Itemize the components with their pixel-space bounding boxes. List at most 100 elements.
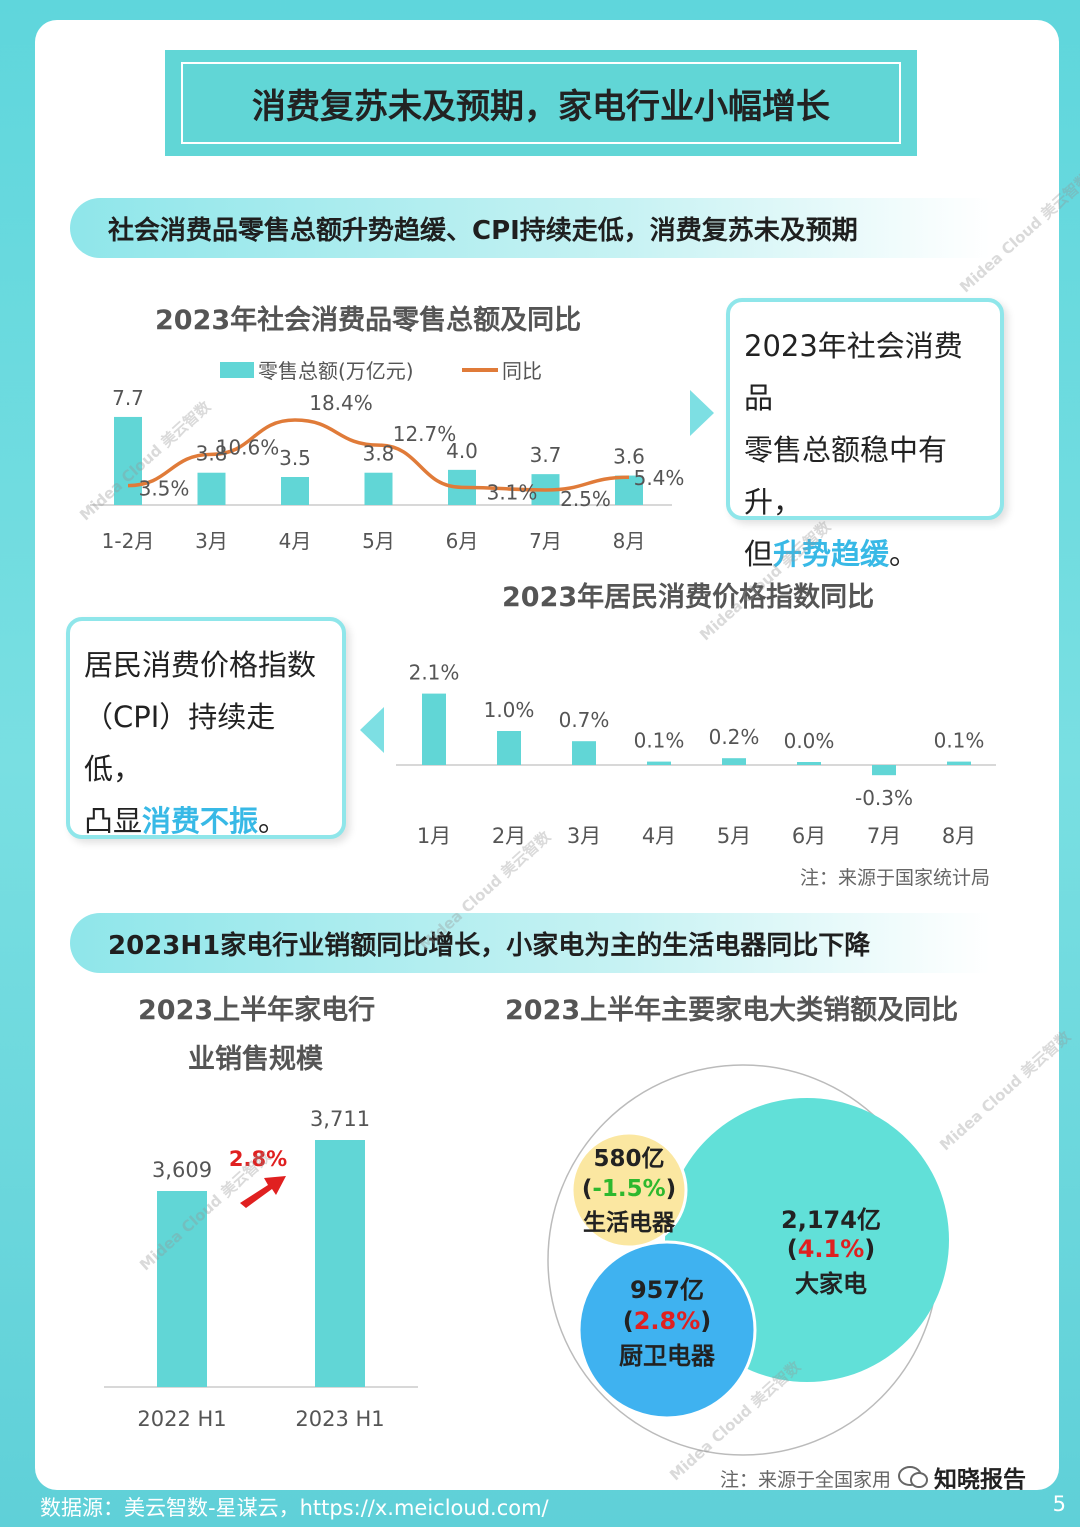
major-name: 大家电: [795, 1270, 867, 1298]
category-chart-title: 2023上半年主要家电大类销额及同比: [505, 995, 959, 1026]
kitchen-value: 957亿: [630, 1276, 704, 1304]
cpi-chart: 2.1% 1月 1.0% 2月 0.7% 3月 0.1% 4月 0.2% 5月 0.0% 6月 -0.3…: [396, 661, 996, 848]
retail-bar: [364, 472, 393, 505]
cpi-callout-highlight: 消费不振: [142, 804, 259, 838]
retail-chart: 零售总额(万亿元) 同比 7.7 1-2月 3.8 3月 3.5 4月 3.8 5月 4.0 6月…: [90, 359, 685, 553]
arrow-right-icon: [690, 390, 714, 436]
yoy-point-label: 10.6%: [216, 435, 280, 459]
growth-label: 2.8%: [229, 1147, 287, 1171]
retail-x-tick: 5月: [362, 529, 395, 553]
retail-bar-label: 3.8: [196, 442, 228, 466]
cpi-x-tick: 1月: [417, 824, 451, 848]
retail-bar: [197, 472, 226, 505]
scale-bar-label: 3,609: [152, 1158, 212, 1182]
page-number: 5: [1052, 1492, 1066, 1516]
cpi-bar-label: 0.1%: [934, 729, 985, 753]
cpi-callout-line1: 居民消费价格指数: [84, 648, 317, 682]
retail-bar: [281, 477, 309, 505]
legend-line-label: 同比: [502, 359, 542, 383]
major-yoy-value: 4.1%: [798, 1235, 865, 1263]
cpi-bar: [422, 693, 446, 765]
yoy-point-label: 3.1%: [487, 480, 538, 504]
retail-callout-line2: 零售总额稳中有升，: [744, 433, 948, 519]
category-bubble-chart: 2,174亿 (4.1%) 大家电 957亿 (2.8%) 厨卫电器 580亿 …: [547, 1064, 949, 1456]
cpi-source-note: 注：来源于国家统计局: [800, 867, 991, 889]
retail-x-tick: 7月: [529, 529, 562, 553]
cpi-x-tick: 6月: [792, 824, 826, 848]
cpi-bar-label: 1.0%: [484, 698, 535, 722]
yoy-point-label: 18.4%: [309, 391, 373, 415]
cpi-bar-label: 0.0%: [784, 729, 835, 753]
cpi-bar: [497, 731, 521, 765]
bubble-kitchen-bath: [577, 1240, 757, 1420]
cpi-x-tick: 7月: [867, 824, 901, 848]
cpi-callout-post: 。: [258, 804, 288, 838]
small-yoy: (-1.5%): [582, 1176, 676, 1202]
yoy-point-label: 12.7%: [393, 422, 457, 446]
major-value: 2,174亿: [781, 1206, 881, 1234]
retail-bar-label: 3.8: [363, 442, 395, 466]
retail-bar: [114, 416, 142, 505]
retail-x-tick: 1-2月: [102, 529, 155, 553]
retail-callout-pre: 但: [744, 537, 774, 571]
cpi-callout-pre: 凸显: [84, 804, 143, 838]
retail-x-tick: 6月: [446, 529, 479, 553]
cpi-x-tick: 4月: [642, 824, 676, 848]
retail-legend: 零售总额(万亿元) 同比: [220, 359, 542, 383]
scale-bar: [157, 1191, 207, 1387]
major-yoy: (4.1%): [787, 1235, 876, 1263]
growth-arrow-icon: [240, 1176, 286, 1208]
section-banner-2: 2023H1家电行业销额同比增长，小家电为主的生活电器同比下降: [70, 913, 990, 973]
wechat-label: 知晓报告: [934, 1467, 1026, 1493]
yoy-point-label: 2.5%: [560, 487, 611, 511]
arrow-left-icon: [360, 707, 384, 753]
cpi-bar: [647, 761, 671, 765]
retail-x-tick: 4月: [279, 529, 312, 553]
cpi-bar-label: 0.7%: [559, 708, 610, 732]
retail-callout-line1: 2023年社会消费品: [744, 329, 963, 415]
kitchen-yoy: (2.8%): [623, 1307, 712, 1335]
legend-bar-swatch: [220, 362, 254, 378]
bottom-source-note: 注：来源于全国家用: [720, 1469, 892, 1491]
cpi-x-tick: 8月: [942, 824, 976, 848]
retail-bar: [615, 475, 643, 505]
cpi-x-tick: 3月: [567, 824, 601, 848]
cpi-bar-label: -0.3%: [855, 786, 913, 810]
retail-bar-label: 7.7: [112, 386, 144, 410]
cpi-x-tick: 5月: [717, 824, 751, 848]
yoy-line: [127, 418, 630, 492]
cpi-bar: [872, 765, 896, 776]
wechat-icon: [898, 1466, 928, 1488]
retail-x-tick: 3月: [195, 529, 228, 553]
cpi-bar: [572, 741, 596, 765]
scale-chart-title-2: 业销售规模: [188, 1044, 323, 1075]
retail-callout-post: 。: [889, 537, 919, 571]
small-name: 生活电器: [583, 1210, 676, 1236]
section-banner-1: 社会消费品零售总额升势趋缓、CPI持续走低，消费复苏未及预期: [70, 198, 990, 258]
cpi-chart-title: 2023年居民消费价格指数同比: [502, 582, 875, 613]
small-value: 580亿: [593, 1146, 664, 1172]
retail-bar-label: 3.6: [613, 445, 645, 469]
yoy-point-label: 5.4%: [634, 466, 685, 490]
cpi-bar: [722, 758, 746, 765]
scale-chart: 3,609 2022 H1 3,711 2023 H1 2.8%: [104, 1107, 418, 1431]
cpi-callout-line2: （CPI）持续走低，: [84, 700, 276, 786]
cpi-callout: 居民消费价格指数 （CPI）持续走低， 凸显消费不振。: [66, 617, 346, 839]
scale-chart-title-1: 2023上半年家电行: [138, 995, 376, 1026]
cpi-x-tick: 2月: [492, 824, 526, 848]
retail-callout-highlight: 升势趋缓: [773, 537, 890, 571]
scale-x-tick: 2022 H1: [137, 1407, 226, 1431]
cpi-bar-label: 0.1%: [634, 729, 685, 753]
scale-bar: [315, 1140, 365, 1387]
cpi-bar-label: 2.1%: [409, 661, 460, 685]
kitchen-yoy-value: 2.8%: [634, 1307, 701, 1335]
retail-bar-label: 3.5: [279, 446, 311, 470]
bubble-small-appliance: [570, 1131, 688, 1249]
small-yoy-value: -1.5%: [592, 1176, 665, 1202]
legend-bar-label: 零售总额(万亿元): [258, 359, 414, 383]
yoy-point-label: 3.5%: [139, 477, 190, 501]
retail-chart-title: 2023年社会消费品零售总额及同比: [155, 305, 582, 336]
cpi-bar: [797, 762, 821, 765]
retail-bar-label: 3.7: [530, 443, 562, 467]
kitchen-name: 厨卫电器: [619, 1342, 716, 1370]
